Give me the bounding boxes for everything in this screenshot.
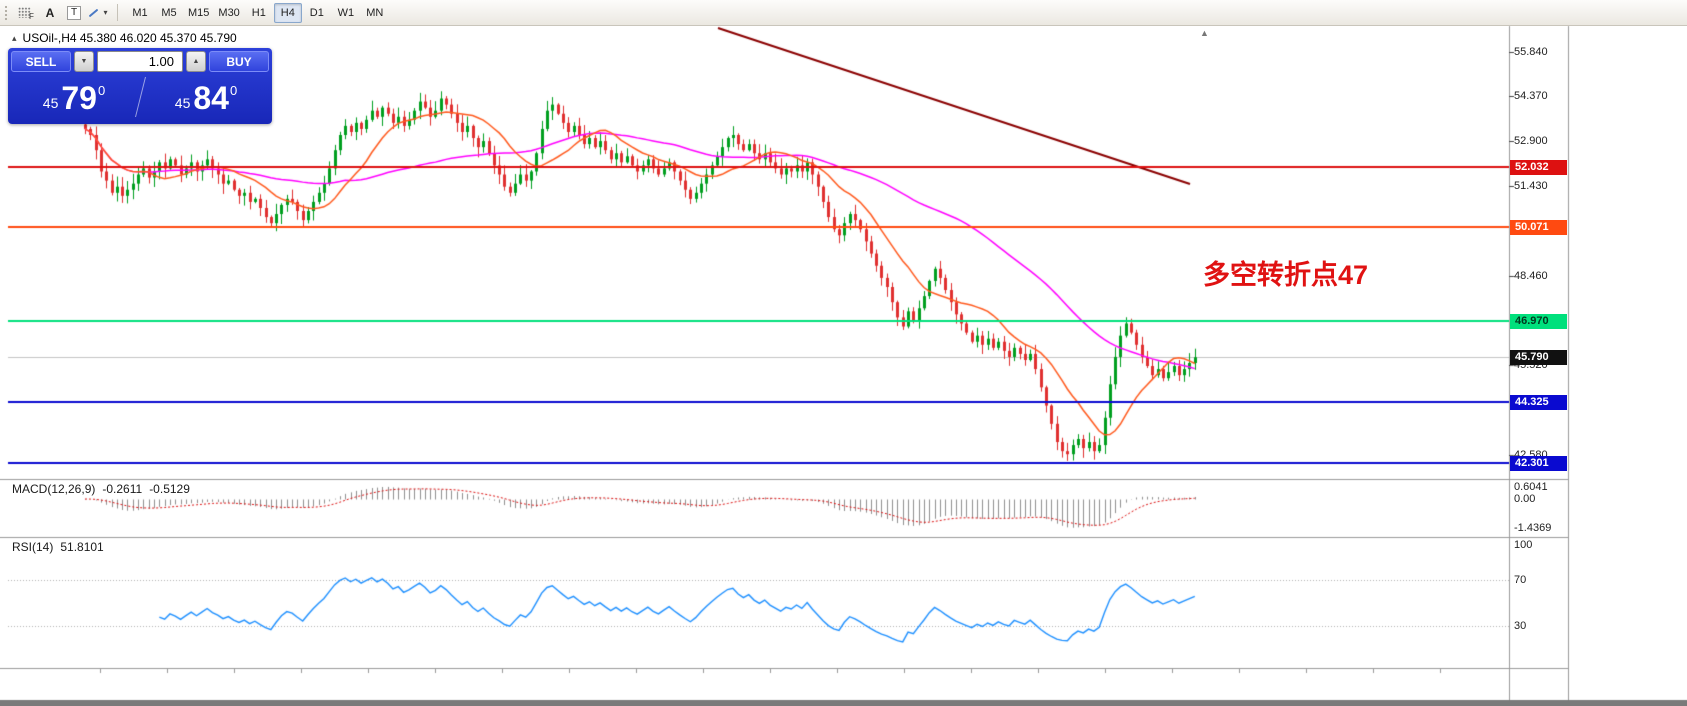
sell-price-display[interactable]: 45 79 0 bbox=[8, 74, 140, 121]
sell-price-small: 45 bbox=[42, 94, 59, 111]
timeframe-buttons: M1 M5 M15 M30 H1 H4 D1 W1 MN bbox=[126, 2, 389, 23]
timeframe-m15[interactable]: M15 bbox=[184, 3, 213, 23]
macd-value2: -0.5129 bbox=[149, 482, 190, 496]
price-axis-tick: 54.370 bbox=[1514, 90, 1548, 103]
chart-title-text: USOil-,H4 45.380 46.020 45.370 45.790 bbox=[22, 31, 237, 45]
timeframe-d1[interactable]: D1 bbox=[303, 3, 331, 23]
one-click-trading-panel: SELL ▼ ▲ BUY 45 79 0 45 84 0 bbox=[8, 48, 272, 124]
timeframe-m1[interactable]: M1 bbox=[126, 3, 154, 23]
current-price-label: 45.790 bbox=[1510, 350, 1567, 366]
fibonacci-grid-icon bbox=[18, 7, 32, 18]
timeframe-m5[interactable]: M5 bbox=[155, 3, 183, 23]
price-axis-tick: 48.460 bbox=[1514, 270, 1548, 283]
macd-axis-tick: 0.6041 bbox=[1514, 480, 1548, 493]
price-level-label-52.032[interactable]: 52.032 bbox=[1510, 160, 1567, 176]
chart-text-annotation[interactable]: 多空转折点47 bbox=[1203, 260, 1369, 290]
rsi-label: RSI(14) bbox=[12, 540, 54, 554]
chart-title: ▴ USOil-,H4 45.380 46.020 45.370 45.790 bbox=[12, 31, 237, 45]
rsi-axis-tick: 30 bbox=[1514, 619, 1527, 632]
oct-collapse-icon[interactable]: ▴ bbox=[12, 32, 17, 43]
volume-increase-button[interactable]: ▲ bbox=[186, 51, 206, 72]
dropdown-caret-icon: ▾ bbox=[103, 8, 108, 17]
timeframe-m30[interactable]: M30 bbox=[214, 3, 243, 23]
buy-price-sup: 0 bbox=[229, 82, 238, 98]
price-level-label-46.970[interactable]: 46.970 bbox=[1510, 314, 1567, 330]
volume-input[interactable] bbox=[97, 51, 183, 72]
text-label-icon: T bbox=[66, 5, 82, 20]
toolbar: F A T ▾ M1 M5 M15 M30 H1 H4 D1 W1 MN bbox=[0, 0, 1687, 26]
buy-price-display[interactable]: 45 84 0 bbox=[140, 74, 272, 121]
sell-price-big: 79 bbox=[61, 79, 97, 116]
buy-button[interactable]: BUY bbox=[209, 51, 269, 72]
macd-value1: -0.2611 bbox=[102, 482, 143, 496]
rsi-axis-tick: 100 bbox=[1514, 539, 1533, 551]
text-tool-button[interactable]: A bbox=[39, 3, 61, 23]
price-axis-tick: 51.430 bbox=[1514, 179, 1548, 192]
line-studies-dropdown-button[interactable]: ▾ bbox=[87, 3, 109, 23]
sell-button[interactable]: SELL bbox=[11, 51, 71, 72]
price-level-label-50.071[interactable]: 50.071 bbox=[1510, 220, 1567, 236]
toolbar-grip[interactable] bbox=[4, 4, 9, 21]
fibonacci-tool-button[interactable]: F bbox=[15, 3, 37, 23]
macd-title: MACD(12,26,9) -0.2611 -0.5129 bbox=[12, 482, 197, 496]
macd-axis-tick: -1.4369 bbox=[1514, 521, 1552, 534]
toolbar-separator bbox=[117, 4, 118, 21]
rsi-value: 51.8101 bbox=[60, 540, 104, 554]
timeframe-w1[interactable]: W1 bbox=[332, 3, 360, 23]
price-axis-tick: 52.900 bbox=[1514, 135, 1548, 148]
volume-decrease-button[interactable]: ▼ bbox=[74, 51, 94, 72]
buy-price-small: 45 bbox=[174, 94, 191, 111]
text-icon: A bbox=[45, 5, 55, 20]
fibonacci-letter: F bbox=[29, 11, 34, 21]
text-label-tool-button[interactable]: T bbox=[63, 3, 85, 23]
timeframe-h1[interactable]: H1 bbox=[245, 3, 273, 23]
timeframe-mn[interactable]: MN bbox=[361, 3, 389, 23]
chart-shift-marker-icon: ▲ bbox=[1200, 28, 1209, 38]
price-level-label-44.325[interactable]: 44.325 bbox=[1510, 394, 1567, 410]
rsi-axis-tick: 70 bbox=[1514, 573, 1527, 586]
rsi-title: RSI(14) 51.8101 bbox=[12, 540, 111, 554]
buy-price-big: 84 bbox=[193, 79, 229, 116]
sell-price-sup: 0 bbox=[97, 82, 106, 98]
macd-axis-tick: 0.00 bbox=[1514, 493, 1536, 505]
price-level-label-42.301[interactable]: 42.301 bbox=[1510, 456, 1567, 472]
macd-label: MACD(12,26,9) bbox=[12, 482, 96, 496]
trendline-icon bbox=[89, 8, 99, 17]
price-axis-tick: 55.840 bbox=[1514, 45, 1548, 58]
timeframe-h4[interactable]: H4 bbox=[273, 2, 302, 23]
